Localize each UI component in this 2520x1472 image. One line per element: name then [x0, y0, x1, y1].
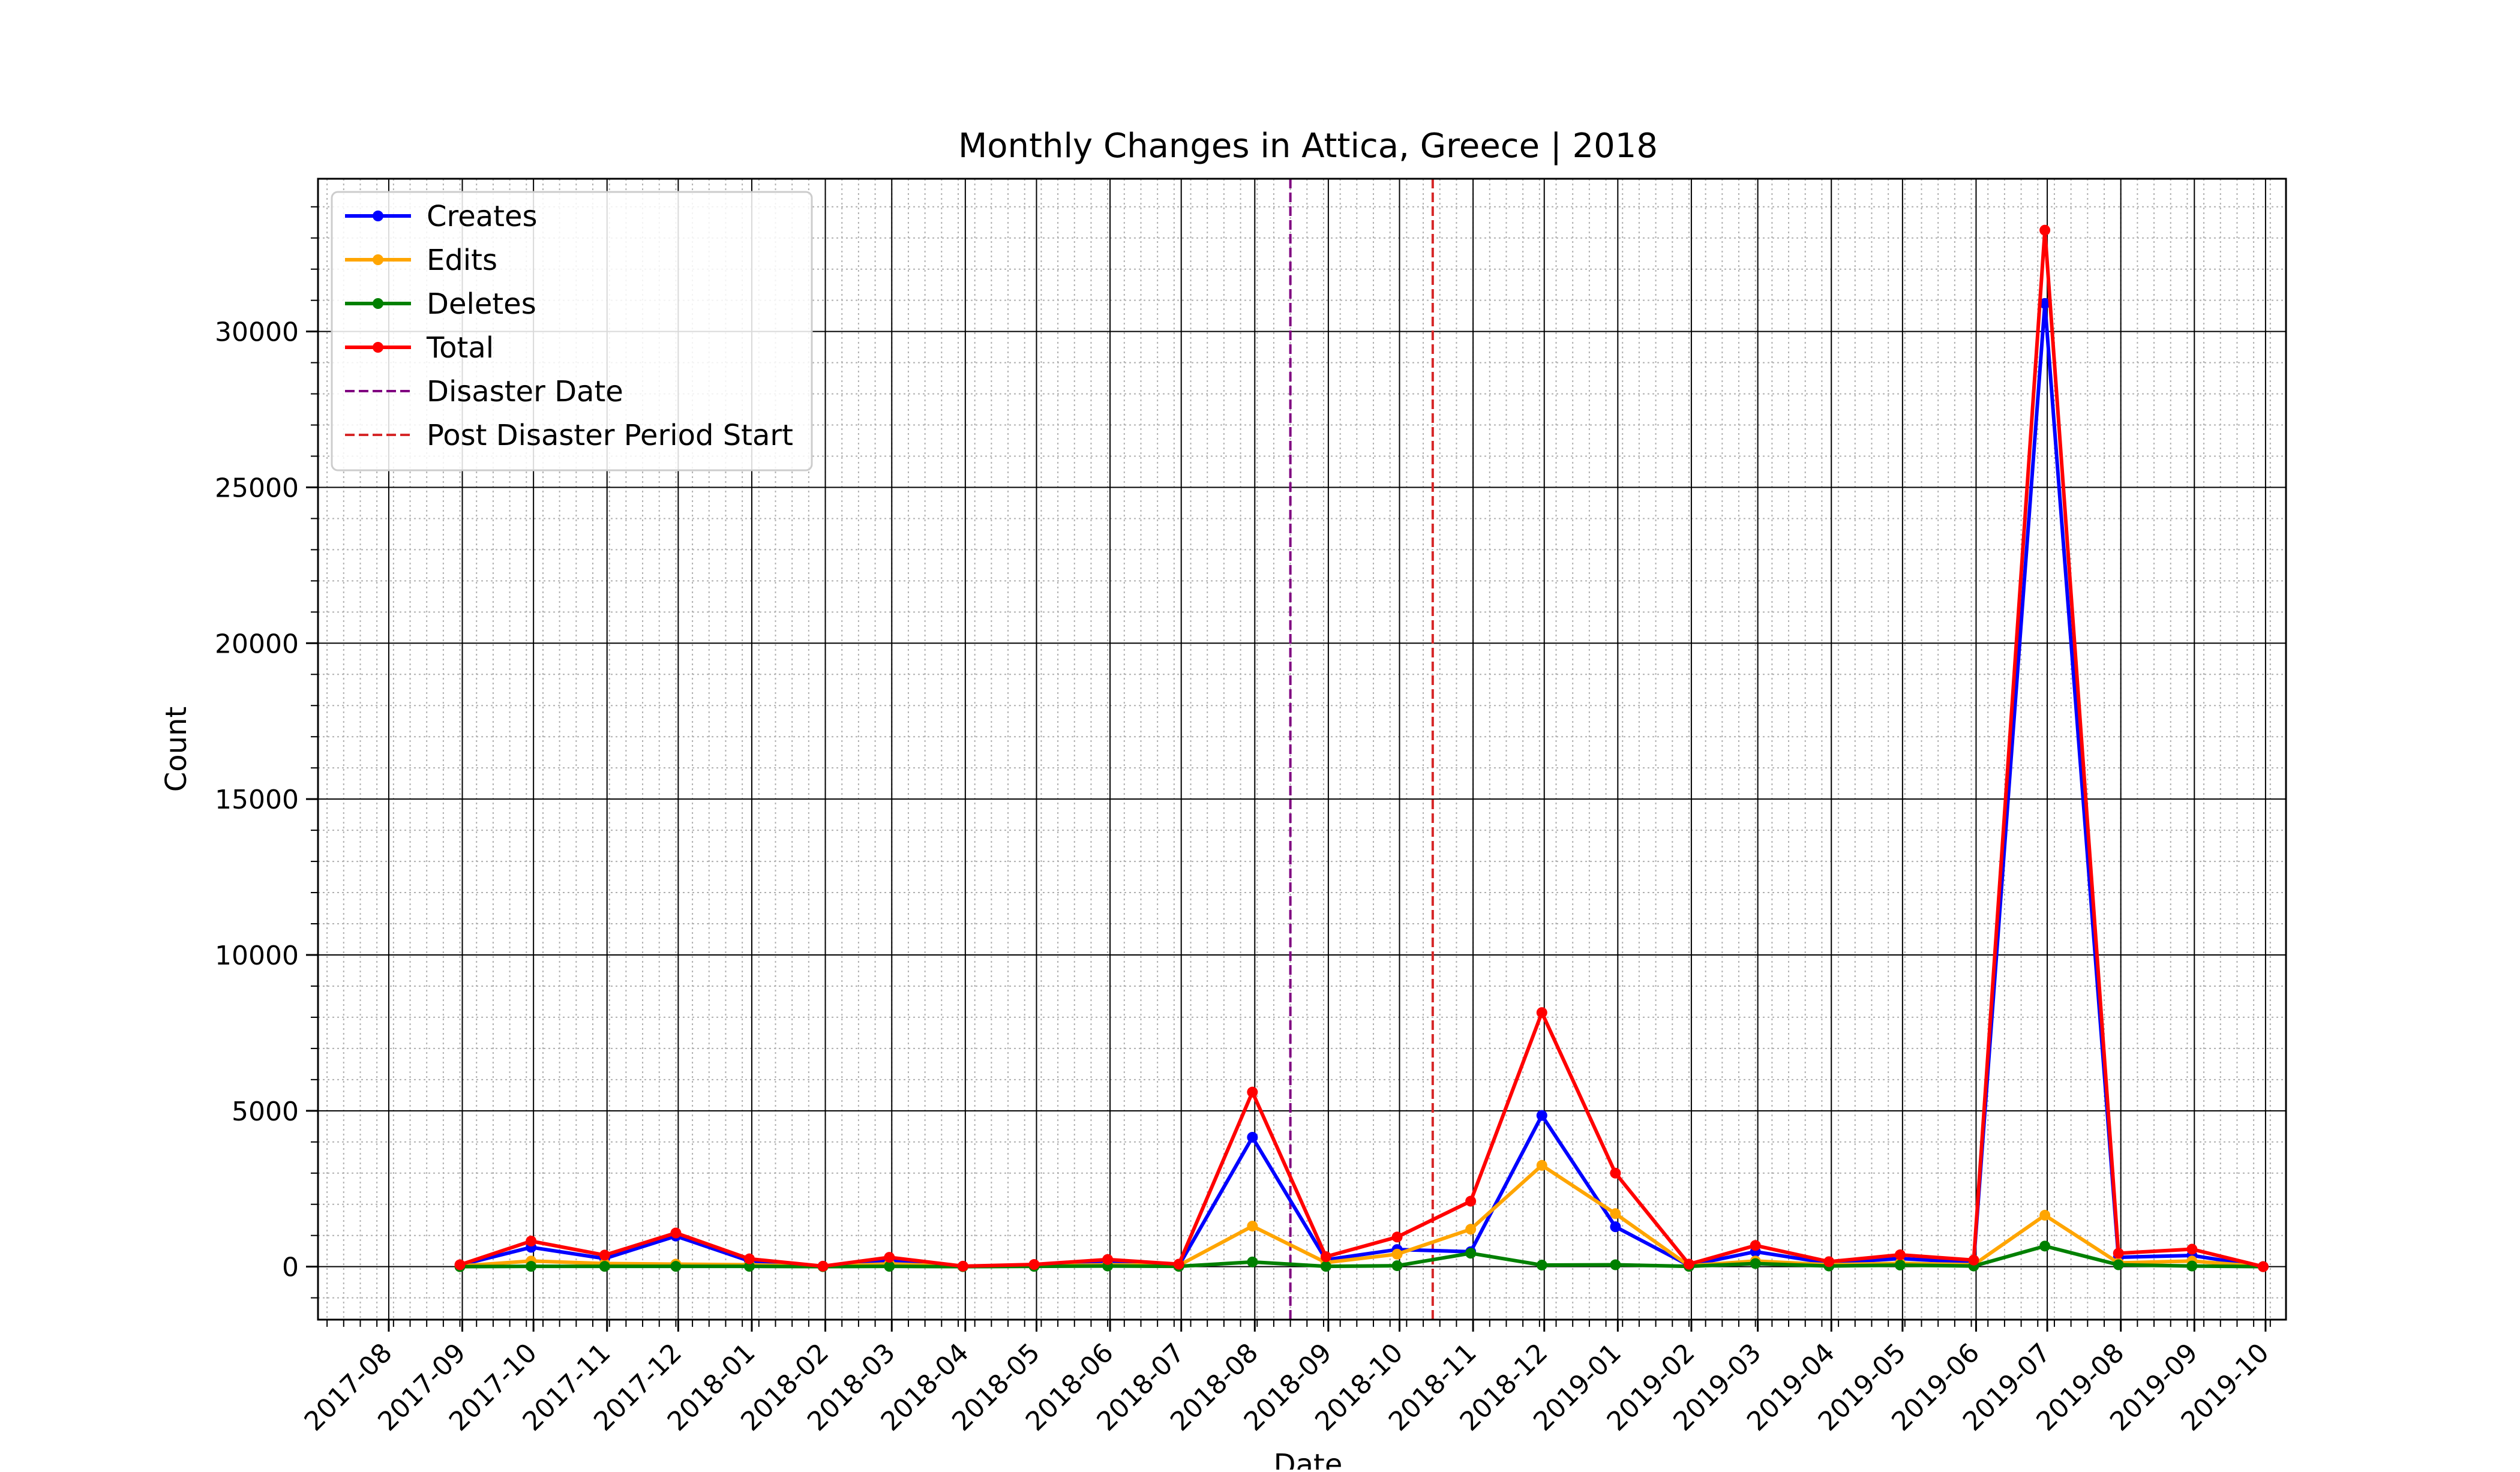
data-point [884, 1252, 895, 1263]
y-axis-label: Count [160, 707, 193, 792]
legend-label: Post Disaster Period Start [427, 419, 793, 452]
data-point [2039, 298, 2051, 309]
data-point [1750, 1240, 1761, 1251]
y-tick-label: 20000 [215, 629, 299, 659]
y-tick-label: 30000 [215, 317, 299, 348]
legend-label: Deletes [427, 287, 536, 321]
y-tick-label: 5000 [232, 1097, 299, 1127]
data-point [1465, 1195, 1477, 1207]
data-point [1465, 1248, 1477, 1259]
data-point [2257, 1261, 2269, 1272]
plot-frame [317, 178, 2287, 1321]
data-point [454, 1259, 466, 1270]
data-point [1536, 1159, 1547, 1171]
y-tick-label: 25000 [215, 473, 299, 503]
chart-title: Monthly Changes in Attica, Greece | 2018 [958, 127, 1658, 166]
data-point [1894, 1260, 1906, 1271]
data-point [1247, 1256, 1258, 1267]
data-point [2186, 1243, 2198, 1255]
y-tick-label: 0 [282, 1252, 299, 1283]
series-line [459, 228, 2264, 1269]
data-point [1610, 1221, 1621, 1233]
legend-marker [373, 211, 383, 221]
data-point [1968, 1254, 1979, 1266]
data-point [1610, 1259, 1621, 1270]
data-point [1391, 1260, 1403, 1272]
data-point [670, 1227, 682, 1239]
data-point [884, 1261, 895, 1272]
data-point [1247, 1086, 1258, 1098]
data-point [1391, 1248, 1403, 1260]
legend-marker [373, 254, 383, 265]
series-line [460, 1244, 2263, 1269]
data-point [2113, 1259, 2124, 1270]
data-point [1610, 1167, 1621, 1179]
data-point [744, 1253, 755, 1264]
legend: Creates Edits Deletes Total Disaster Date Pos… [331, 191, 813, 471]
data-point [1320, 1261, 1331, 1272]
data-point [1173, 1258, 1184, 1270]
data-point [1028, 1259, 1040, 1270]
data-point [2113, 1248, 2124, 1259]
data-point [526, 1236, 537, 1247]
data-point [599, 1249, 610, 1261]
data-point [2039, 224, 2051, 236]
data-point [526, 1261, 537, 1272]
legend-label: Edits [427, 244, 497, 277]
y-tick-label: 15000 [215, 785, 299, 815]
y-tick-label: 10000 [215, 941, 299, 971]
data-point [1536, 1110, 1547, 1121]
legend-label: Creates [427, 200, 538, 233]
data-point [2186, 1260, 2198, 1272]
data-point [1391, 1231, 1403, 1243]
data-point [1247, 1221, 1258, 1232]
legend-label: Total [426, 331, 494, 365]
data-point [1102, 1254, 1114, 1265]
data-point [1465, 1224, 1477, 1235]
data-point [957, 1260, 968, 1272]
x-axis-label: Date [1274, 1448, 1343, 1470]
data-point [2039, 1240, 2051, 1252]
data-point [817, 1260, 829, 1272]
data-point [599, 1261, 610, 1272]
legend-box [331, 191, 813, 471]
data-point [2039, 1209, 2051, 1221]
data-point [1320, 1251, 1331, 1263]
legend-label: Disaster Date [427, 375, 623, 408]
data-point [670, 1261, 682, 1272]
data-point [1894, 1249, 1906, 1260]
legend-marker [373, 342, 383, 353]
legend-marker [373, 298, 383, 309]
data-point [744, 1261, 755, 1272]
data-point [1683, 1258, 1694, 1270]
data-point [1247, 1131, 1258, 1143]
data-point [1536, 1007, 1547, 1019]
data-point [1823, 1256, 1835, 1267]
data-point [1750, 1258, 1761, 1269]
data-point [1536, 1260, 1547, 1271]
data-point [1610, 1208, 1621, 1219]
series-line [459, 301, 2264, 1269]
